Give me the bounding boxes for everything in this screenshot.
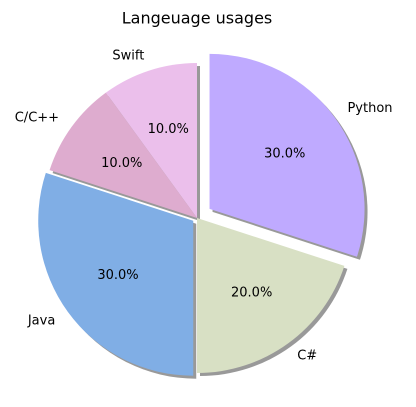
value-label: 30.0% [264, 147, 305, 162]
value-label: 10.0% [101, 156, 142, 171]
chart-title: Langeuage usages [122, 9, 273, 28]
slice-label: C# [297, 348, 317, 363]
pie-slice [197, 218, 345, 373]
pie-slice [105, 63, 197, 218]
pie-slice [49, 92, 197, 218]
slice-label: Java [27, 313, 55, 328]
value-label: 30.0% [97, 268, 138, 283]
value-label: 10.0% [148, 122, 189, 137]
slice-label: C/C++ [15, 110, 59, 125]
pie-slice [38, 172, 194, 376]
pie-slice [209, 53, 365, 257]
value-label: 20.0% [231, 286, 272, 301]
slice-label: Swift [112, 48, 144, 63]
slice-label: Python [347, 101, 392, 116]
